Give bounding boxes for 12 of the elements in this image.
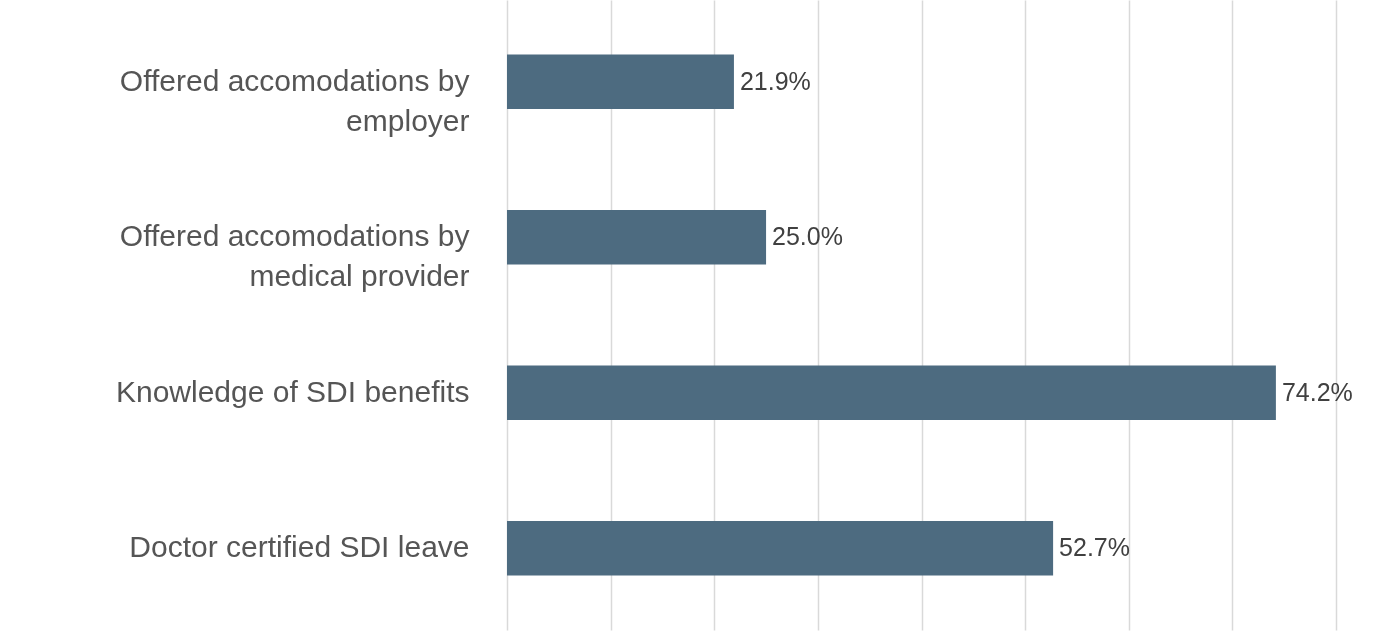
y-tick-label: Doctor certified SDI leave (129, 530, 470, 564)
y-tick-label: Offered accomodations by employer (119, 63, 470, 137)
data-label: 52.7% (1059, 533, 1130, 562)
data-label: 25.0% (772, 222, 843, 251)
bar (507, 210, 767, 265)
bar (507, 521, 1054, 576)
y-tick-label: Offered accomodations by medical provider (119, 219, 470, 293)
y-tick-label: Knowledge of SDI benefits (115, 374, 470, 408)
data-label: 21.9% (739, 66, 811, 95)
bar (507, 54, 734, 109)
data-label: 74.2% (1281, 377, 1353, 406)
bar (507, 365, 1276, 420)
